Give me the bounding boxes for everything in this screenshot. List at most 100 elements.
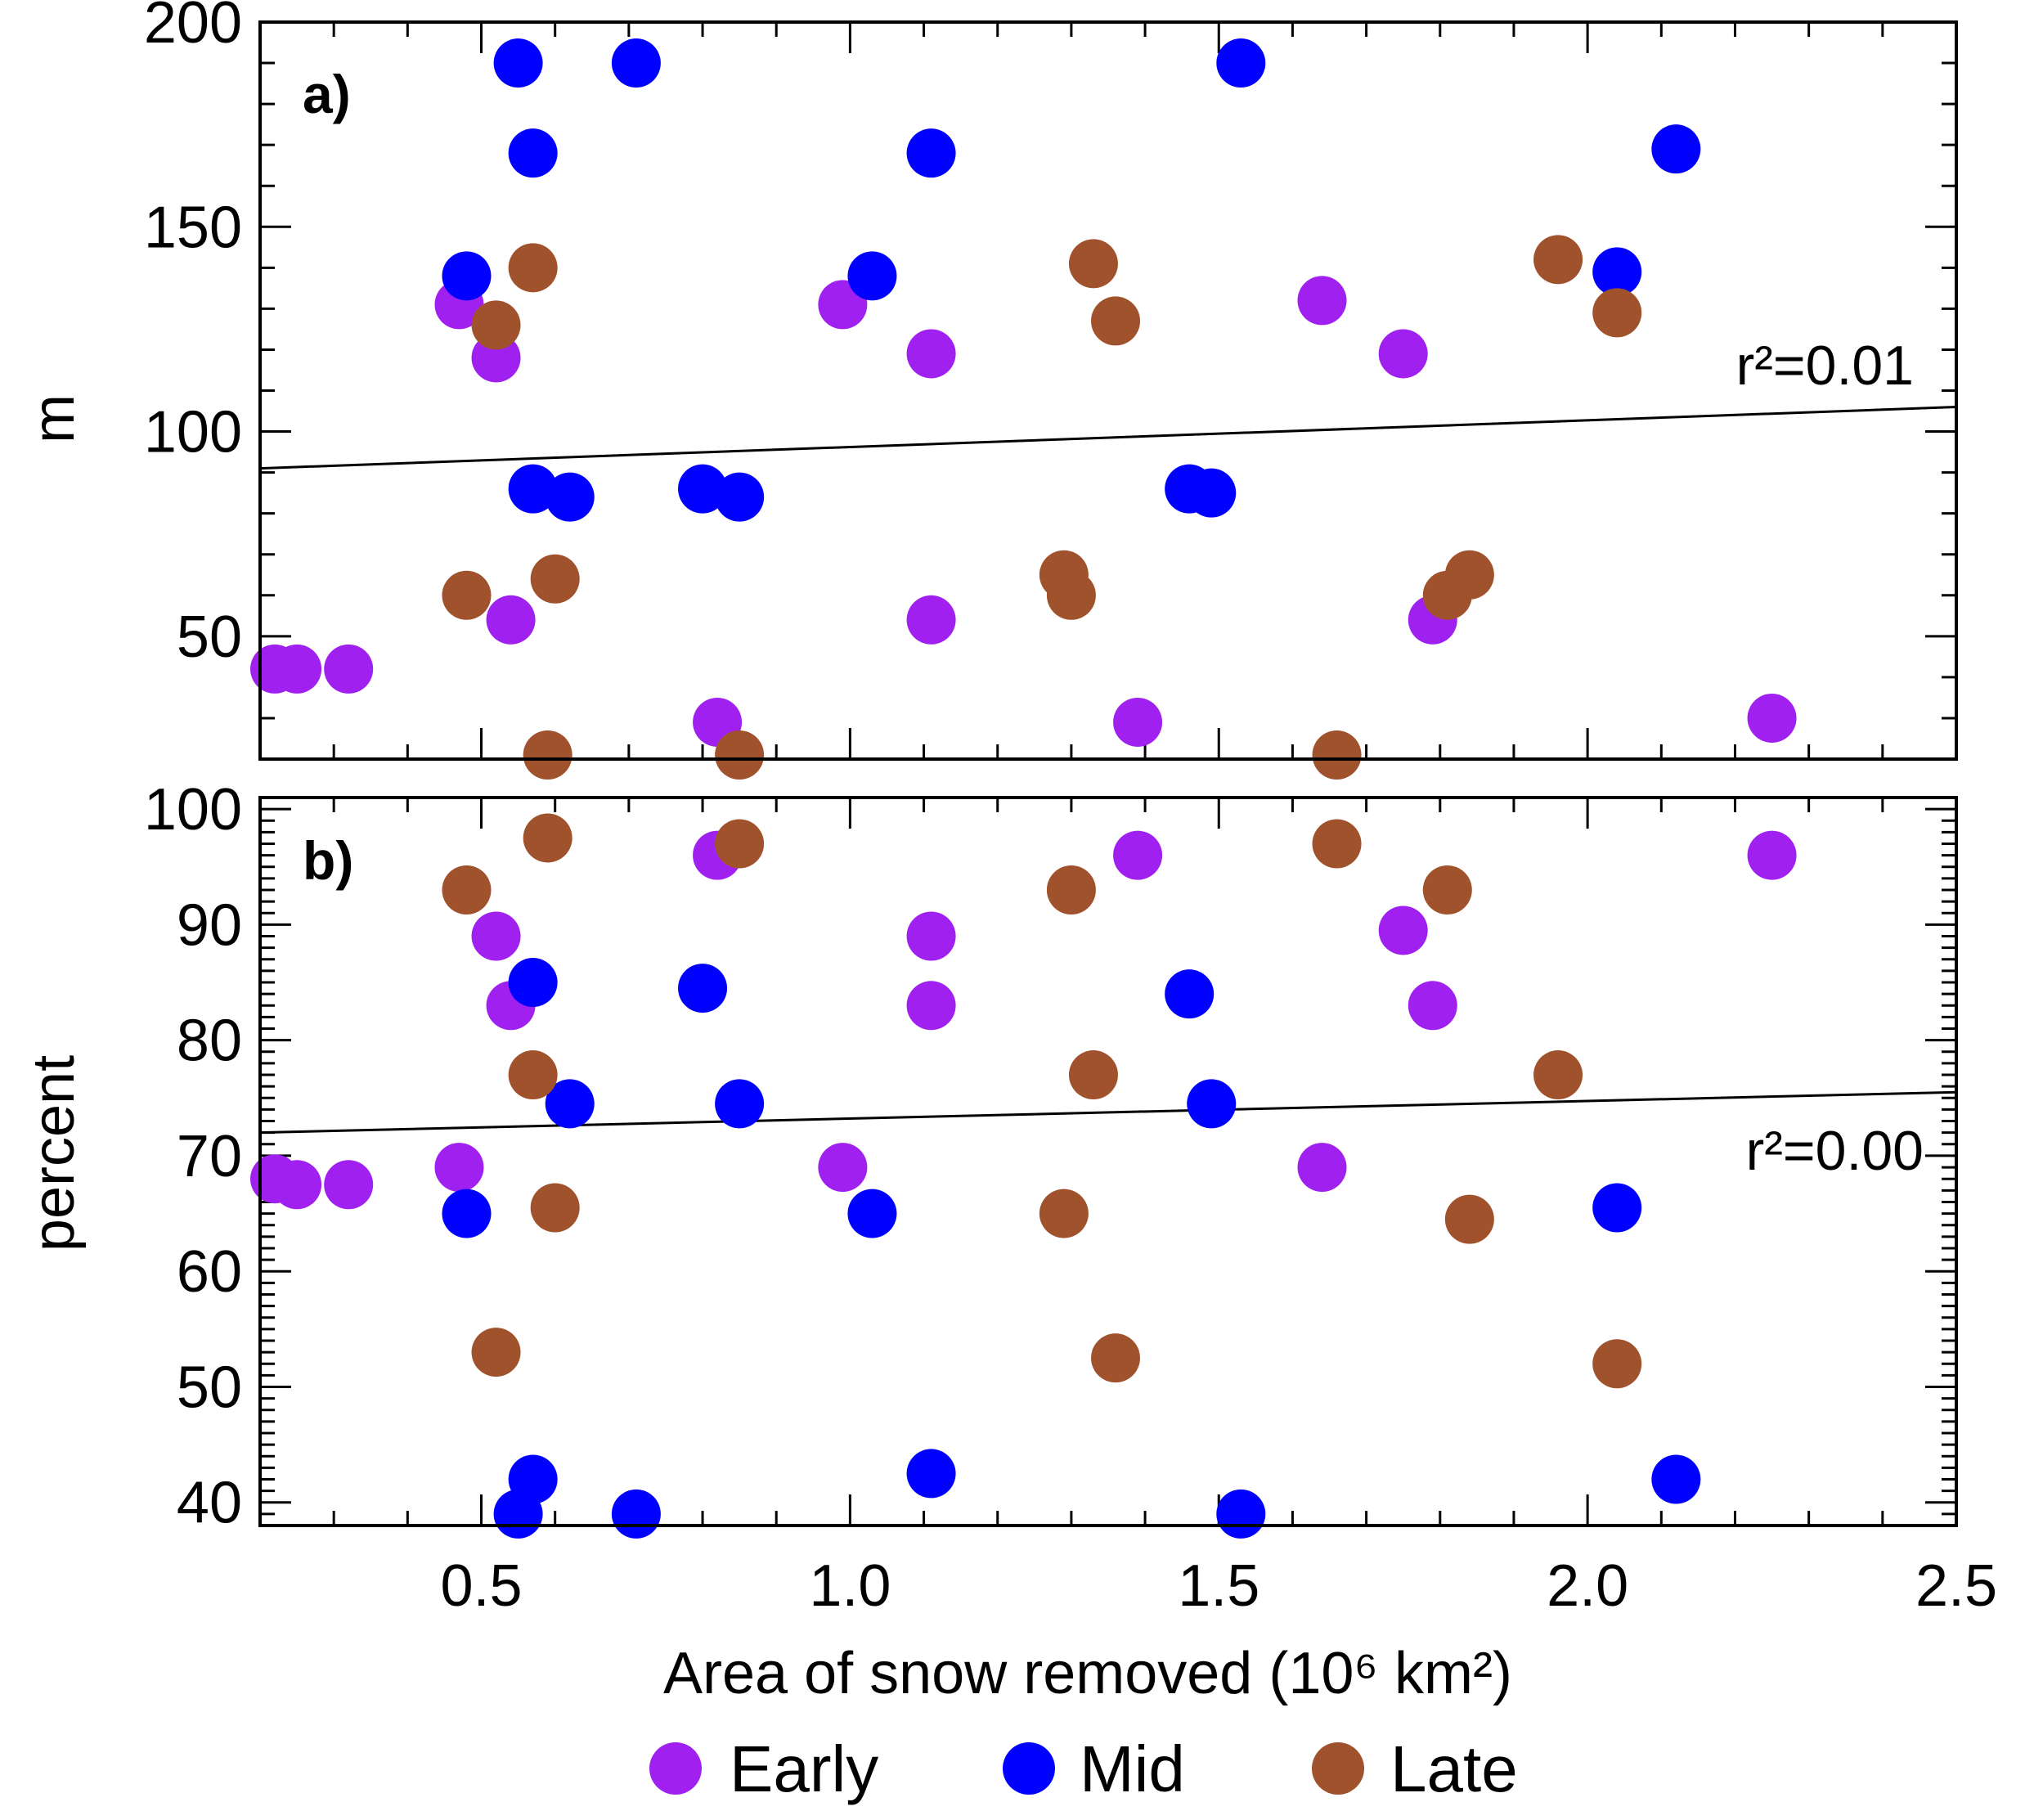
point-late [471,1328,521,1377]
point-late [715,819,765,869]
y-tick-label: 70 [177,1124,242,1189]
panel-a: 50 100 150 200 a) r²=0.01 m [21,0,1958,780]
legend-early-label: Early [730,1732,878,1805]
y-tick-label: 60 [177,1239,242,1305]
point-early [1113,697,1163,747]
y-tick-label: 100 [144,400,242,465]
point-late [442,865,492,915]
panel-a-fit-line [259,406,1957,470]
regression-line [259,406,1957,470]
point-early [272,644,322,694]
point-early [471,911,521,961]
point-early [324,644,374,694]
point-mid [1165,969,1215,1019]
point-mid [1187,1079,1237,1129]
x-tick-label: 0.5 [440,1553,522,1619]
x-tick-label: 2.0 [1547,1553,1628,1619]
point-mid [611,1489,661,1539]
panel-b: 40 50 60 70 80 90 100 0.5 1.0 1.5 2.0 2.5 b) r²=0.… [21,777,1997,1619]
point-late [530,1183,580,1233]
legend-mid-marker [1003,1742,1055,1795]
point-early [1747,693,1797,743]
point-late [1039,1189,1089,1238]
point-early [1378,906,1428,955]
point-mid [715,472,765,522]
point-early [1378,329,1428,379]
point-mid [906,128,956,178]
y-tick-label: 100 [144,777,242,843]
point-late [715,730,765,780]
point-mid [508,1454,558,1504]
panel-b-frame [258,796,1958,1527]
panel-b-ytick-labels: 40 50 60 70 80 90 100 [144,777,242,1536]
y-tick-label: 80 [177,1009,242,1074]
point-early [906,911,956,961]
panel-a-points [250,38,1797,780]
point-mid [442,1189,492,1238]
y-tick-label: 200 [144,0,242,56]
point-early [818,1143,868,1193]
point-late [1091,1333,1141,1383]
point-mid [1216,1489,1266,1539]
point-late [1533,235,1583,285]
point-early [434,1143,484,1193]
panel-b-ticks [258,796,1958,1527]
point-mid [545,1079,595,1129]
point-mid [678,964,728,1013]
point-mid [508,464,558,514]
point-late [1444,550,1494,600]
point-mid [611,38,661,88]
y-tick-label: 150 [144,195,242,260]
x-axis-label: Area of snow removed (10⁶ km²) [663,1641,1512,1706]
panel-b-r2-annotation: r²=0.00 [1746,1120,1924,1182]
panel-a-frame [258,20,1958,761]
y-tick-label: 50 [177,1355,242,1420]
point-late [1592,288,1642,338]
panel-a-ytick-labels: 50 100 150 200 [144,0,242,670]
legend: Early Mid Late [649,1732,1518,1805]
regression-line [259,1090,1957,1135]
point-mid [1651,124,1701,174]
point-mid [1216,38,1266,88]
point-early [1747,830,1797,880]
point-early [324,1160,374,1210]
point-early [1113,830,1163,880]
panel-a-y-axis-label: m [21,394,87,443]
y-tick-label: 40 [177,1471,242,1536]
point-mid [1592,247,1642,297]
legend-late-label: Late [1390,1732,1518,1805]
point-late [530,554,580,604]
point-late [523,730,572,780]
point-late [471,300,521,350]
point-early [272,1160,322,1210]
point-early [1297,276,1347,326]
point-early [906,595,956,645]
panel-a-label: a) [303,64,351,124]
point-early [1297,1143,1347,1193]
point-late [1533,1050,1583,1100]
point-mid [906,1449,956,1499]
point-late [1444,1194,1494,1244]
point-mid [508,958,558,1008]
x-tick-labels: 0.5 1.0 1.5 2.0 2.5 [440,1553,1997,1619]
point-mid [493,38,543,88]
point-mid [1651,1454,1701,1504]
point-mid [1592,1183,1642,1233]
legend-early-marker [649,1742,702,1795]
panel-a-ticks [258,20,1958,761]
point-late [1091,296,1141,346]
point-late [1046,865,1096,915]
panel-a-r2-annotation: r²=0.01 [1736,335,1914,397]
point-late [1312,819,1362,869]
x-tick-label: 2.5 [1915,1553,1997,1619]
point-late [1068,1050,1118,1100]
point-late [508,243,558,293]
point-late [523,813,572,863]
y-tick-label: 90 [177,892,242,958]
point-mid [442,251,492,301]
point-mid [847,1189,897,1238]
point-late [1312,730,1362,780]
point-mid [678,464,728,514]
panel-b-y-axis-label: percent [21,1055,87,1252]
